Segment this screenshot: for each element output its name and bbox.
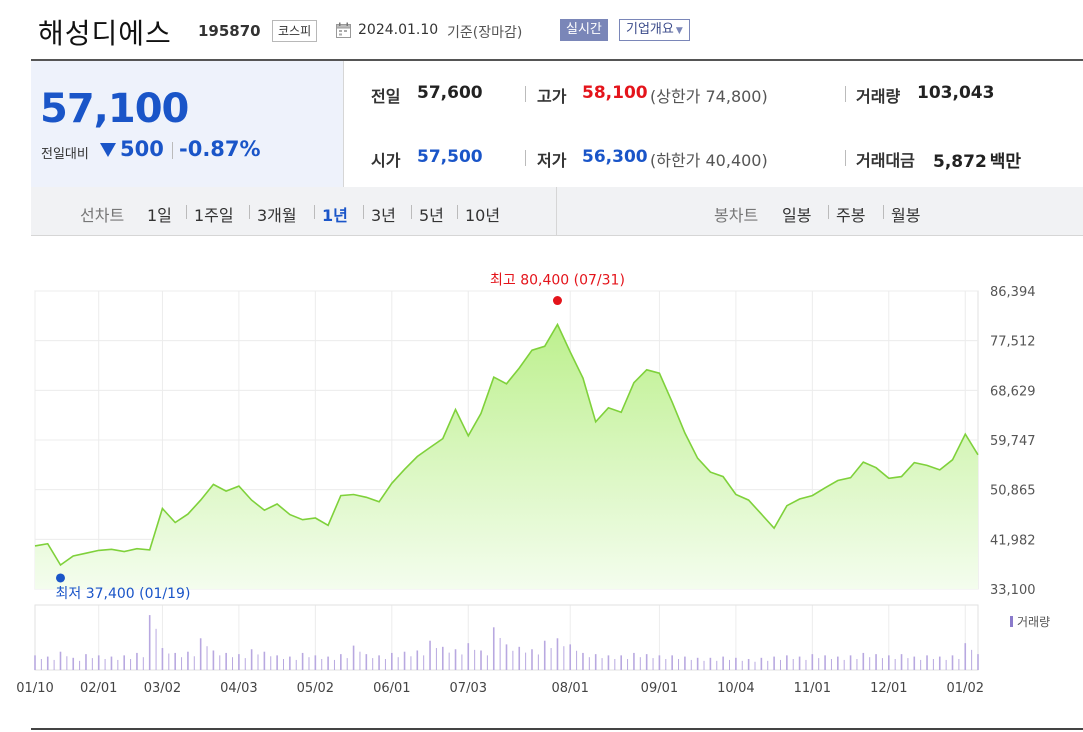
chart-tab-bar: 선차트 1일 1주일 3개월 1년 3년 5년 10년 봉차트 일봉 주봉 월봉 xyxy=(31,187,1083,236)
current-price: 57,100 xyxy=(40,86,189,132)
prev-close-label: 전일 xyxy=(371,87,401,106)
divider xyxy=(845,86,846,102)
x-tick-label: 02/01 xyxy=(80,681,117,696)
trade-amount-number: 5,872 xyxy=(933,152,987,172)
open-label: 시가 xyxy=(371,151,401,170)
divider xyxy=(883,205,884,219)
divider xyxy=(845,150,846,166)
lower-limit-close: ) xyxy=(761,151,768,170)
min-label: 최저 37,400 (01/19) xyxy=(55,586,190,602)
tab-candle-2[interactable]: 월봉 xyxy=(891,206,921,225)
tab-line-4[interactable]: 3년 xyxy=(371,206,396,225)
candle-chart-group-label: 봉차트 xyxy=(714,206,759,225)
tab-line-1[interactable]: 1주일 xyxy=(194,206,234,225)
x-tick-label: 10/04 xyxy=(717,681,754,696)
x-tick-label: 05/02 xyxy=(297,681,334,696)
divider xyxy=(828,205,829,219)
high-label: 고가 xyxy=(537,87,567,106)
tab-candle-1[interactable]: 주봉 xyxy=(836,206,866,225)
x-tick-label: 08/01 xyxy=(551,681,588,696)
volume-legend-swatch xyxy=(1010,616,1013,627)
tab-line-0[interactable]: 1일 xyxy=(147,206,172,225)
volume-legend-label: 거래량 xyxy=(1017,615,1050,629)
x-tick-label: 09/01 xyxy=(641,681,678,696)
max-label: 최고 80,400 (07/31) xyxy=(490,273,625,289)
tab-candle-0[interactable]: 일봉 xyxy=(782,206,812,225)
divider xyxy=(556,187,557,235)
stock-code: 195870 xyxy=(198,22,261,40)
company-overview-label: 기업개요 xyxy=(626,22,674,37)
current-price-box: 57,100 전일대비 500 -0.87% xyxy=(31,61,344,187)
change-rate: -0.87% xyxy=(179,137,261,161)
change-label: 전일대비 xyxy=(41,147,89,162)
bottom-border xyxy=(31,728,1083,730)
divider xyxy=(186,205,187,219)
header-row: 해성디에스 195870 코스피 2024.01.10 기준(장마감) 실시간 … xyxy=(0,0,1083,60)
calendar-icon xyxy=(336,22,351,38)
volume-value: 103,043 xyxy=(917,83,995,103)
line-chart-group-label: 선차트 xyxy=(80,206,125,225)
tab-line-3[interactable]: 1년 xyxy=(322,206,348,225)
chevron-down-icon: ▼ xyxy=(675,26,683,36)
y-tick-label: 77,512 xyxy=(990,335,1036,350)
y-tick-label: 50,865 xyxy=(990,484,1036,499)
x-tick-label: 01/10 xyxy=(16,681,53,696)
x-tick-label: 11/01 xyxy=(794,681,831,696)
volume-label: 거래량 xyxy=(856,87,901,106)
price-line xyxy=(34,322,979,567)
down-triangle-icon xyxy=(100,143,116,157)
y-tick-label: 41,982 xyxy=(990,533,1036,548)
lower-limit-note: (하한가 40,400) xyxy=(650,147,768,171)
lower-limit-label: (하한가 xyxy=(650,151,701,170)
realtime-button[interactable]: 실시간 xyxy=(560,19,608,41)
divider xyxy=(172,142,173,159)
price-panel: 57,100 전일대비 500 -0.87% 전일 57,600 고가 58,1… xyxy=(31,59,1083,190)
y-tick-label: 33,100 xyxy=(990,583,1036,598)
x-tick-label: 04/03 xyxy=(220,681,257,696)
tab-line-5[interactable]: 5년 xyxy=(419,206,444,225)
upper-limit-note: (상한가 74,800) xyxy=(650,83,768,107)
max-point xyxy=(552,296,562,306)
upper-limit-value: 74,800 xyxy=(705,87,762,106)
company-name: 해성디에스 xyxy=(38,17,172,50)
open-value: 57,500 xyxy=(417,147,483,167)
y-tick-label: 59,747 xyxy=(990,434,1036,449)
basis-text: 기준(장마감) xyxy=(447,25,523,41)
high-value: 58,100 xyxy=(582,83,648,103)
divider xyxy=(363,205,364,219)
trade-amount-value: 5,872 백만 xyxy=(933,147,1021,172)
divider xyxy=(525,86,526,102)
y-tick-label: 86,394 xyxy=(990,285,1036,300)
x-tick-label: 03/02 xyxy=(144,681,181,696)
divider xyxy=(525,150,526,166)
change-value: 500 xyxy=(120,137,164,161)
date-text: 2024.01.10 xyxy=(358,22,439,38)
company-overview-button[interactable]: 기업개요 ▼ xyxy=(619,19,690,41)
stock-price-chart: 86,394 77,512 68,629 59,747 50,865 41,982 33,1… xyxy=(16,273,1050,696)
x-tick-label: 07/03 xyxy=(450,681,487,696)
x-tick-label: 12/01 xyxy=(870,681,907,696)
lower-limit-value: 40,400 xyxy=(705,151,762,170)
prev-close-value: 57,600 xyxy=(417,83,483,103)
divider xyxy=(249,205,250,219)
divider xyxy=(314,205,315,219)
min-point xyxy=(55,573,65,583)
trade-amount-unit: 백만 xyxy=(989,152,1022,172)
low-value: 56,300 xyxy=(582,147,648,167)
y-tick-label: 68,629 xyxy=(990,384,1036,399)
divider xyxy=(457,205,458,219)
x-tick-label: 01/02 xyxy=(947,681,984,696)
upper-limit-close: ) xyxy=(761,87,768,106)
x-tick-label: 06/01 xyxy=(373,681,410,696)
market-badge: 코스피 xyxy=(272,20,318,42)
trade-amount-label: 거래대금 xyxy=(856,151,915,170)
divider xyxy=(411,205,412,219)
price-area xyxy=(35,324,978,589)
upper-limit-label: (상한가 xyxy=(650,87,701,106)
tab-line-6[interactable]: 10년 xyxy=(465,206,501,225)
tab-line-2[interactable]: 3개월 xyxy=(257,206,297,225)
low-label: 저가 xyxy=(537,151,567,170)
